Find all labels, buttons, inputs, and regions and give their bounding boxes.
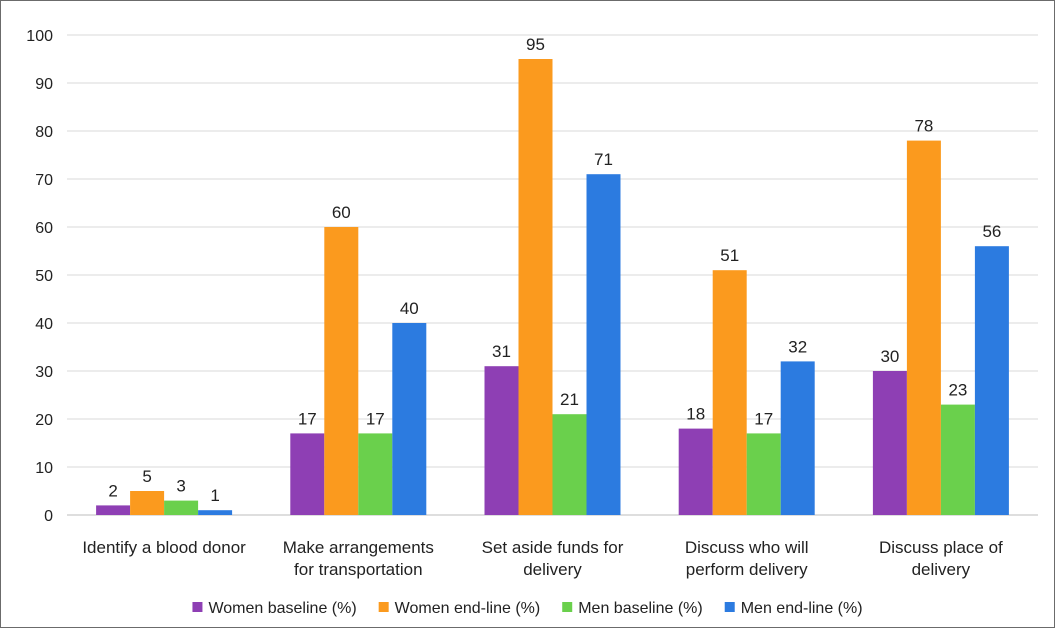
data-label: 32 bbox=[788, 337, 807, 356]
category-label: Set aside funds for delivery bbox=[482, 538, 624, 579]
bar bbox=[678, 428, 713, 515]
category-label: Discuss who will perform delivery bbox=[685, 538, 809, 579]
y-tick-label: 80 bbox=[35, 124, 53, 141]
y-tick-label: 100 bbox=[26, 28, 53, 45]
bar bbox=[940, 404, 975, 515]
data-label: 56 bbox=[982, 222, 1001, 241]
data-label: 23 bbox=[948, 381, 967, 400]
legend-item: Men end-line (%) bbox=[724, 600, 863, 617]
bar bbox=[484, 366, 519, 515]
y-tick-label: 30 bbox=[35, 364, 53, 381]
data-label: 18 bbox=[686, 405, 705, 424]
bar bbox=[974, 246, 1009, 515]
bar bbox=[290, 433, 325, 515]
data-label: 1 bbox=[210, 486, 219, 505]
category-label: Make arrangements for transportation bbox=[283, 538, 434, 579]
data-label: 40 bbox=[400, 299, 419, 318]
data-label: 30 bbox=[880, 347, 899, 366]
y-tick-label: 60 bbox=[35, 220, 53, 237]
data-label: 3 bbox=[176, 477, 185, 496]
bar bbox=[552, 414, 587, 515]
bar bbox=[130, 491, 165, 515]
bar bbox=[198, 510, 233, 515]
y-tick-label: 50 bbox=[35, 268, 53, 285]
y-tick-label: 70 bbox=[35, 172, 53, 189]
y-axis-tick-labels: 0 10 20 30 40 50 60 70 80 90 100 bbox=[26, 28, 53, 525]
data-label: 71 bbox=[594, 150, 613, 169]
category-label: Discuss place of delivery bbox=[879, 538, 1003, 579]
bar bbox=[96, 505, 131, 515]
legend-swatch bbox=[562, 602, 573, 612]
bar bbox=[518, 59, 553, 515]
bar bbox=[746, 433, 781, 515]
legend-label: Women end-line (%) bbox=[395, 600, 541, 617]
legend-swatch bbox=[378, 602, 389, 612]
data-label: 51 bbox=[720, 246, 739, 265]
y-tick-label: 0 bbox=[44, 508, 53, 525]
legend-item: Men baseline (%) bbox=[562, 600, 703, 617]
category-label: Identify a blood donor bbox=[82, 538, 246, 557]
y-tick-label: 20 bbox=[35, 412, 53, 429]
data-label: 17 bbox=[366, 409, 385, 428]
data-label: 17 bbox=[754, 409, 773, 428]
x-axis-category-labels: Identify a blood donor Make arrangements f… bbox=[82, 538, 1003, 579]
bar bbox=[324, 227, 359, 515]
data-label: 17 bbox=[298, 409, 317, 428]
data-label: 21 bbox=[560, 390, 579, 409]
data-label: 2 bbox=[108, 481, 117, 500]
legend-item: Women end-line (%) bbox=[378, 600, 541, 617]
legend-label: Men baseline (%) bbox=[578, 600, 703, 617]
y-tick-label: 10 bbox=[35, 460, 53, 477]
y-tick-label: 90 bbox=[35, 76, 53, 93]
bar bbox=[164, 500, 199, 515]
legend: Women baseline (%) Women end-line (%) Men … bbox=[192, 600, 863, 617]
bar bbox=[586, 174, 621, 515]
legend-label: Women baseline (%) bbox=[208, 600, 356, 617]
data-label: 31 bbox=[492, 342, 511, 361]
legend-item: Women baseline (%) bbox=[192, 600, 357, 617]
y-tick-label: 40 bbox=[35, 316, 53, 333]
bars bbox=[96, 59, 1009, 515]
data-label: 5 bbox=[142, 467, 151, 486]
data-label: 95 bbox=[526, 35, 545, 54]
bar bbox=[712, 270, 747, 515]
legend-swatch bbox=[724, 602, 735, 612]
legend-label: Men end-line (%) bbox=[741, 600, 863, 617]
bar bbox=[780, 361, 815, 515]
bar bbox=[906, 140, 941, 515]
legend-swatch bbox=[192, 602, 203, 612]
bar bbox=[872, 371, 907, 515]
data-label: 78 bbox=[914, 117, 933, 136]
bar bbox=[358, 433, 393, 515]
bar bbox=[392, 323, 427, 515]
data-label: 60 bbox=[332, 203, 351, 222]
